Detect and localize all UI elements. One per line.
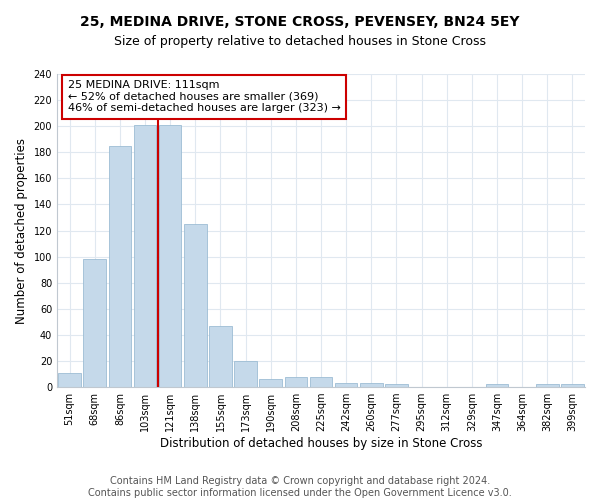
Bar (310, 376, 332, 387)
Bar (536, 384, 559, 387)
Bar (335, 383, 358, 387)
Bar (385, 384, 408, 387)
Bar (184, 224, 206, 387)
Bar (58, 372, 81, 387)
Text: Size of property relative to detached houses in Stone Cross: Size of property relative to detached ho… (114, 35, 486, 48)
Bar (561, 384, 584, 387)
Text: 25, MEDINA DRIVE, STONE CROSS, PEVENSEY, BN24 5EY: 25, MEDINA DRIVE, STONE CROSS, PEVENSEY,… (80, 15, 520, 29)
Bar (234, 361, 257, 387)
Bar (209, 326, 232, 387)
X-axis label: Distribution of detached houses by size in Stone Cross: Distribution of detached houses by size … (160, 437, 482, 450)
Bar (284, 376, 307, 387)
Bar (109, 146, 131, 387)
Bar (159, 125, 181, 387)
Bar (485, 384, 508, 387)
Bar (360, 383, 383, 387)
Text: 25 MEDINA DRIVE: 111sqm
← 52% of detached houses are smaller (369)
46% of semi-d: 25 MEDINA DRIVE: 111sqm ← 52% of detache… (68, 80, 340, 114)
Text: Contains HM Land Registry data © Crown copyright and database right 2024.
Contai: Contains HM Land Registry data © Crown c… (88, 476, 512, 498)
Bar (259, 380, 282, 387)
Bar (134, 125, 157, 387)
Bar (83, 259, 106, 387)
Y-axis label: Number of detached properties: Number of detached properties (15, 138, 28, 324)
